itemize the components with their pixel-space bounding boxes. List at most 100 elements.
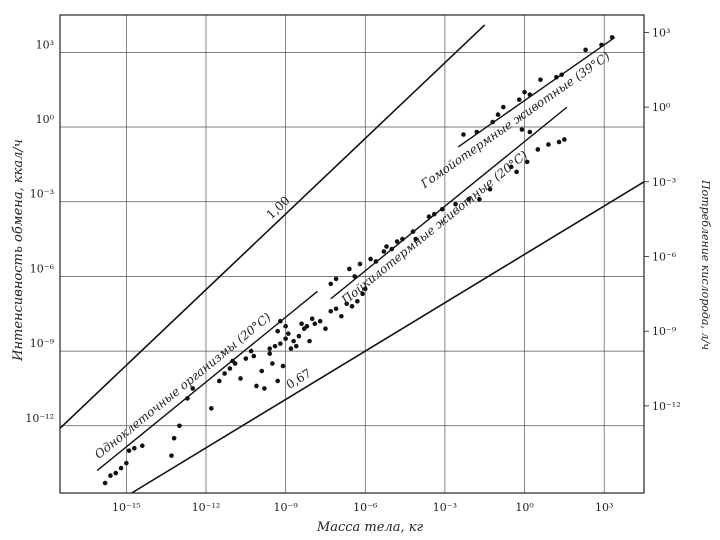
data-point bbox=[360, 291, 365, 297]
y-tick-label: 10⁻⁹ bbox=[30, 337, 55, 350]
data-point bbox=[304, 323, 310, 329]
data-point bbox=[535, 147, 541, 152]
data-point bbox=[275, 328, 280, 334]
y2-tick-label: 10⁻⁹ bbox=[652, 325, 677, 338]
data-point bbox=[333, 306, 339, 312]
data-point bbox=[352, 274, 357, 279]
data-point bbox=[169, 453, 174, 458]
series-label: Одноклеточные организмы (20°C) bbox=[92, 310, 274, 462]
data-point bbox=[355, 299, 360, 304]
fit-line bbox=[457, 36, 616, 148]
y-tick-label: 10⁰ bbox=[36, 113, 55, 126]
data-point bbox=[283, 336, 288, 341]
data-point bbox=[562, 137, 567, 142]
y2-tick-label: 10⁻⁶ bbox=[652, 250, 677, 263]
data-point bbox=[609, 35, 615, 40]
data-point bbox=[185, 396, 190, 401]
data-point bbox=[519, 127, 525, 132]
data-point bbox=[248, 348, 254, 354]
x-tick-label: 10⁰ bbox=[515, 501, 534, 514]
data-point bbox=[522, 89, 527, 95]
x-tick-label: 10⁻⁹ bbox=[274, 501, 299, 514]
reference-line bbox=[131, 181, 645, 494]
slope-label: 0,67 bbox=[284, 366, 314, 392]
data-point bbox=[514, 169, 519, 175]
data-point bbox=[307, 338, 312, 344]
data-point bbox=[299, 321, 304, 327]
data-point bbox=[495, 112, 501, 117]
data-point bbox=[384, 244, 389, 249]
data-point bbox=[339, 313, 344, 319]
data-point bbox=[209, 406, 214, 411]
data-point bbox=[296, 333, 302, 339]
y2-tick-label: 10⁻¹² bbox=[652, 400, 681, 413]
data-point bbox=[230, 358, 235, 364]
data-point bbox=[410, 229, 416, 234]
y-tick-label: 10³ bbox=[36, 38, 54, 51]
data-point bbox=[347, 266, 352, 272]
data-point bbox=[516, 97, 522, 102]
fit-line bbox=[330, 106, 568, 300]
data-point bbox=[272, 343, 278, 349]
data-point bbox=[190, 386, 196, 391]
x-tick-label: 10³ bbox=[595, 501, 613, 514]
y-tick-label: 10⁻³ bbox=[30, 188, 54, 201]
data-point bbox=[373, 259, 379, 264]
data-point bbox=[599, 42, 604, 48]
data-point bbox=[546, 142, 551, 147]
data-point bbox=[453, 201, 458, 207]
data-point bbox=[293, 343, 299, 349]
reference-line bbox=[59, 24, 486, 429]
data-point bbox=[309, 316, 315, 322]
y-tick-label: 10⁻¹² bbox=[25, 412, 54, 425]
data-point bbox=[254, 383, 259, 389]
data-point bbox=[243, 356, 249, 361]
data-point bbox=[527, 129, 533, 135]
data-point bbox=[461, 132, 466, 137]
data-point bbox=[171, 435, 177, 441]
x-tick-label: 10⁻¹² bbox=[192, 501, 221, 514]
reference-lines bbox=[59, 24, 645, 494]
grid bbox=[60, 15, 644, 493]
data-point bbox=[267, 351, 273, 356]
y2-tick-label: 10⁻³ bbox=[652, 176, 676, 189]
data-point bbox=[490, 119, 495, 125]
y2-tick-label: 10⁰ bbox=[652, 101, 671, 114]
data-point bbox=[238, 376, 243, 381]
data-point bbox=[270, 361, 275, 366]
data-point bbox=[559, 72, 565, 78]
data-point bbox=[344, 301, 349, 307]
data-point bbox=[333, 276, 339, 282]
y-axis-title: Интенсивность обмена, ккал/ч bbox=[11, 139, 26, 362]
data-point bbox=[118, 465, 124, 471]
y2-tick-labels: 10³ 10⁰ 10⁻³ 10⁻⁶ 10⁻⁹ 10⁻¹² bbox=[644, 26, 681, 413]
x-tick-labels: 10⁻¹⁵ 10⁻¹² 10⁻⁹ 10⁻⁶ 10⁻³ 10⁰ 10³ bbox=[112, 501, 613, 514]
data-point bbox=[556, 139, 562, 145]
data-point bbox=[413, 236, 419, 242]
data-point bbox=[474, 129, 480, 135]
data-points bbox=[102, 35, 615, 486]
data-point bbox=[259, 368, 265, 374]
data-point bbox=[487, 186, 493, 192]
data-point bbox=[477, 196, 482, 202]
data-point bbox=[439, 206, 445, 212]
data-point bbox=[431, 211, 437, 217]
data-point bbox=[267, 346, 273, 351]
data-point bbox=[227, 366, 233, 371]
data-point bbox=[317, 318, 323, 324]
data-point bbox=[508, 164, 514, 170]
data-point bbox=[394, 239, 400, 244]
data-point bbox=[285, 331, 291, 336]
data-point bbox=[275, 378, 280, 384]
x-tick-label: 10⁻³ bbox=[433, 501, 457, 514]
data-point bbox=[113, 470, 119, 476]
data-point bbox=[368, 256, 373, 262]
data-point bbox=[177, 423, 182, 429]
y2-tick-label: 10³ bbox=[652, 26, 670, 39]
x-tick-label: 10⁻⁶ bbox=[353, 501, 378, 514]
data-point bbox=[328, 308, 334, 314]
x-tick-label: 10⁻¹⁵ bbox=[112, 501, 141, 514]
data-point bbox=[262, 386, 267, 391]
data-point bbox=[323, 326, 328, 331]
